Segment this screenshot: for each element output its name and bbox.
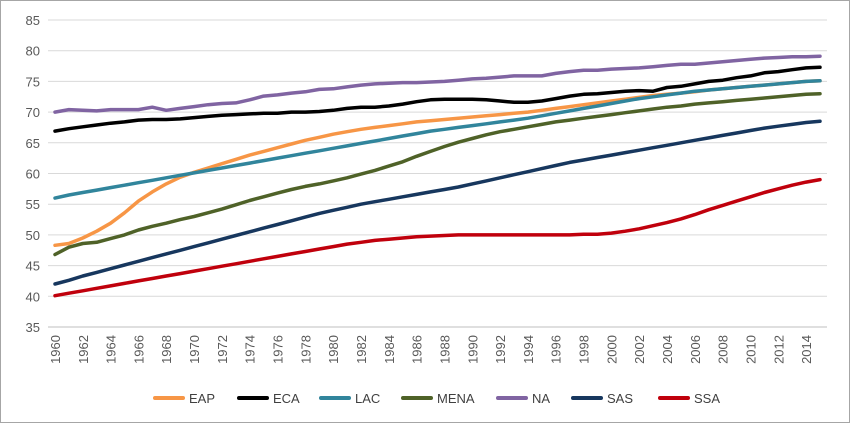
x-tick-label-1992: 1992	[493, 335, 508, 364]
y-tick-label-70: 70	[26, 105, 40, 120]
x-tick-label-2012: 2012	[771, 335, 786, 364]
x-tick-label-2014: 2014	[799, 335, 814, 364]
y-tick-label-35: 35	[26, 320, 40, 335]
x-tick-label-2008: 2008	[716, 335, 731, 364]
x-tick-label-1960: 1960	[48, 335, 63, 364]
legend-label-na: NA	[532, 391, 550, 406]
series-line-mena	[53, 91, 822, 257]
y-tick-label-85: 85	[26, 13, 40, 28]
x-tick-label-1974: 1974	[243, 335, 258, 364]
x-tick-label-1970: 1970	[187, 335, 202, 364]
series-lines	[53, 54, 822, 298]
x-axis-tick-labels: 1960 1962 1964 1966 1968 1970 1972 1974 1976 1978…	[48, 335, 814, 364]
x-tick-label-1978: 1978	[298, 335, 313, 364]
x-tick-label-1968: 1968	[159, 335, 174, 364]
x-tick-label-2004: 2004	[660, 335, 675, 364]
legend: EAP ECA LAC MENA NA SAS SSA	[153, 391, 720, 406]
legend-label-sas: SAS	[607, 391, 633, 406]
y-tick-label-55: 55	[26, 197, 40, 212]
x-tick-label-1986: 1986	[410, 335, 425, 364]
y-tick-label-50: 50	[26, 228, 40, 243]
y-tick-label-80: 80	[26, 44, 40, 59]
x-tick-label-1984: 1984	[382, 335, 397, 364]
series-line-na	[53, 54, 822, 114]
legend-label-mena: MENA	[437, 391, 475, 406]
y-tick-label-60: 60	[26, 167, 40, 182]
series-line-ssa	[53, 177, 822, 298]
x-tick-label-1982: 1982	[354, 335, 369, 364]
x-tick-label-2010: 2010	[743, 335, 758, 364]
series-line-eca	[53, 65, 822, 133]
series-line-sas	[53, 119, 822, 286]
x-tick-label-1988: 1988	[437, 335, 452, 364]
legend-label-eca: ECA	[273, 391, 300, 406]
y-tick-label-45: 45	[26, 259, 40, 274]
y-tick-label-65: 65	[26, 136, 40, 151]
x-tick-label-1996: 1996	[549, 335, 564, 364]
x-tick-label-1998: 1998	[577, 335, 592, 364]
x-tick-label-2002: 2002	[632, 335, 647, 364]
gridlines	[48, 19, 827, 297]
x-tick-label-1962: 1962	[76, 335, 91, 364]
y-tick-label-40: 40	[26, 289, 40, 304]
x-tick-label-1964: 1964	[104, 335, 119, 364]
series-line-lac	[53, 79, 822, 200]
x-tick-label-1990: 1990	[465, 335, 480, 364]
y-axis-tick-labels: 35 40 45 50 55 60 65 70 75 80 85	[26, 13, 40, 335]
legend-label-ssa: SSA	[694, 391, 720, 406]
legend-label-lac: LAC	[355, 391, 380, 406]
y-tick-label-75: 75	[26, 74, 40, 89]
x-tick-label-1994: 1994	[521, 335, 536, 364]
x-tick-label-1980: 1980	[326, 335, 341, 364]
x-tick-label-2006: 2006	[688, 335, 703, 364]
x-tick-label-1966: 1966	[131, 335, 146, 364]
legend-label-eap: EAP	[189, 391, 215, 406]
x-tick-label-1972: 1972	[215, 335, 230, 364]
x-tick-label-1976: 1976	[271, 335, 286, 364]
x-tick-label-2000: 2000	[604, 335, 619, 364]
